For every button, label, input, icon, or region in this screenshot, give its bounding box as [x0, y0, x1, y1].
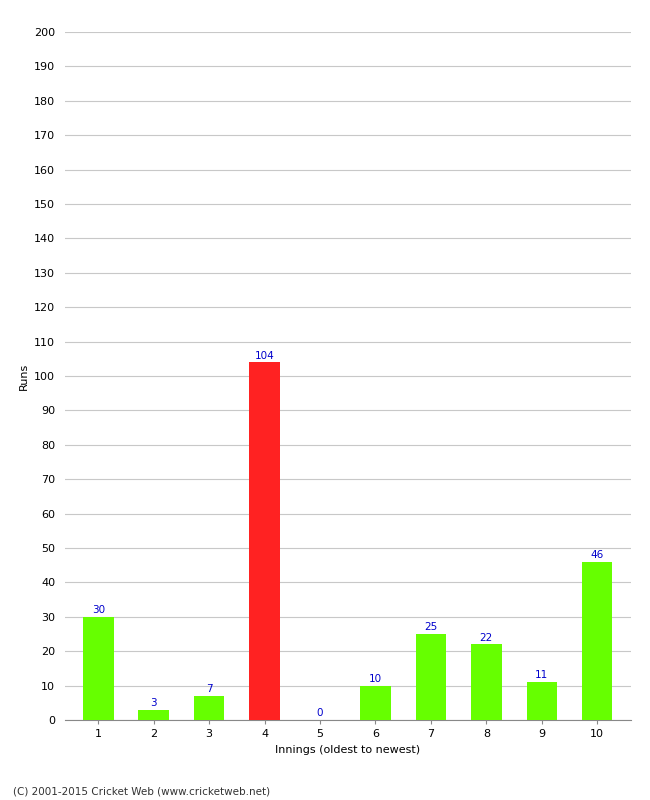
Bar [194, 696, 224, 720]
Text: 22: 22 [480, 633, 493, 642]
Text: 104: 104 [255, 350, 274, 361]
Bar [582, 562, 612, 720]
Bar [526, 682, 557, 720]
Bar [138, 710, 169, 720]
Bar [415, 634, 446, 720]
Bar [83, 617, 114, 720]
Y-axis label: Runs: Runs [19, 362, 29, 390]
Text: 0: 0 [317, 708, 323, 718]
Text: 3: 3 [150, 698, 157, 708]
Text: 11: 11 [535, 670, 549, 681]
Text: 7: 7 [206, 684, 213, 694]
Text: 10: 10 [369, 674, 382, 684]
Bar [360, 686, 391, 720]
Text: 30: 30 [92, 605, 105, 615]
X-axis label: Innings (oldest to newest): Innings (oldest to newest) [275, 745, 421, 754]
Text: 46: 46 [591, 550, 604, 560]
Bar [250, 362, 280, 720]
Bar [471, 644, 502, 720]
Text: (C) 2001-2015 Cricket Web (www.cricketweb.net): (C) 2001-2015 Cricket Web (www.cricketwe… [13, 786, 270, 796]
Text: 25: 25 [424, 622, 437, 632]
